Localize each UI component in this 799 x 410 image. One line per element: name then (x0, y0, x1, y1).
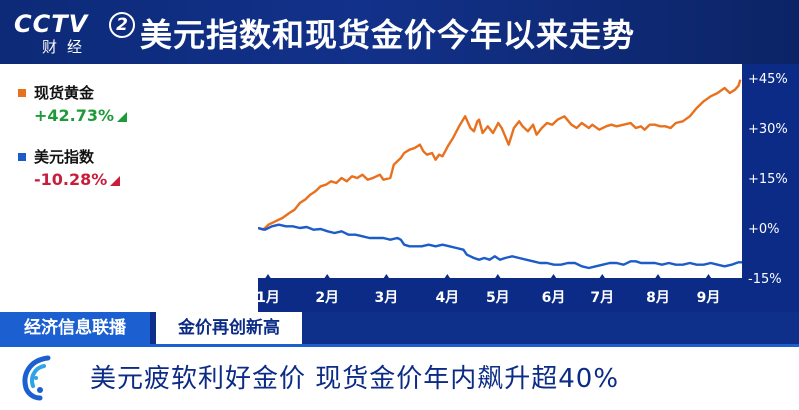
legend-usd: 美元指数 -10.28% (18, 146, 121, 189)
legend-usd-value: -10.28% (34, 170, 108, 189)
chart-area: +45% +30% +15% +0% -15% 1月 2月 3月 4月 5月 6月 7月 8月 9月 (256, 64, 799, 312)
y-tick-label: -15% (748, 272, 782, 287)
legend-usd-name: 美元指数 (34, 148, 95, 166)
legend-gold-name: 现货黄金 (34, 84, 95, 102)
x-tick-label: 4月 (435, 290, 459, 306)
plot-background (258, 64, 742, 278)
x-tick-marker (704, 274, 713, 280)
logo-sub: 财经 (42, 38, 93, 56)
line-chart: +45% +30% +15% +0% -15% 1月 2月 3月 4月 5月 6月 7月 8月 9月 (256, 64, 799, 312)
headline-text: 美元疲软利好金价 现货金价年内飙升超40% (90, 364, 620, 394)
x-tick-marker (443, 274, 452, 280)
x-tick-marker (264, 274, 272, 280)
legend-gold-value: +42.73% (34, 106, 115, 125)
legend-usd-swatch (18, 152, 26, 161)
headline-bar (0, 344, 799, 410)
topic-tag: 金价再创新高 (156, 312, 302, 344)
legend-usd-change: -10.28% (34, 170, 121, 189)
chart-title: 美元指数和现货金价今年以来走势 (140, 16, 636, 54)
x-tick-label: 6月 (542, 290, 566, 306)
y-axis-panel (742, 64, 799, 312)
headline-accent (0, 344, 799, 347)
logo-text: CCTV (14, 10, 89, 38)
x-tick-marker (323, 274, 332, 280)
series-line-0 (257, 79, 742, 231)
y-tick-label: +30% (748, 122, 788, 137)
x-tick-label: 3月 (375, 290, 399, 306)
logo-channel: 2 (109, 12, 135, 38)
program-name: 经济信息联播 (0, 312, 150, 344)
down-triangle-icon (110, 175, 121, 186)
cctv2-logo: CCTV 2 财经 (14, 6, 135, 58)
y-tick-label: +15% (748, 172, 788, 187)
legend-gold-swatch (18, 88, 26, 97)
x-tick-marker (549, 274, 558, 280)
x-tick-label: 9月 (697, 290, 721, 306)
x-tick-label: 8月 (646, 290, 670, 306)
y-tick-label: +45% (748, 72, 788, 87)
x-tick-marker (598, 274, 607, 280)
x-axis-panel (258, 278, 742, 312)
legend-panel: 现货黄金 +42.73% 美元指数 -10.28% (0, 64, 258, 312)
legend-gold: 现货黄金 +42.73% (18, 82, 128, 125)
up-triangle-icon (117, 111, 128, 122)
swirl-logo-icon (22, 355, 51, 401)
x-tick-marker (382, 274, 391, 280)
x-tick-label: 1月 (258, 290, 280, 306)
legend-gold-change: +42.73% (34, 106, 128, 125)
x-tick-label: 5月 (486, 290, 510, 306)
x-tick-label: 7月 (590, 290, 614, 306)
series-line-1 (257, 223, 742, 270)
x-tick-label: 2月 (315, 290, 339, 306)
x-tick-marker (653, 274, 662, 280)
header-bar: CCTV 2 财经 美元指数和现货金价今年以来走势 (0, 0, 799, 64)
y-tick-label: +0% (748, 222, 780, 237)
x-tick-marker (493, 274, 502, 280)
